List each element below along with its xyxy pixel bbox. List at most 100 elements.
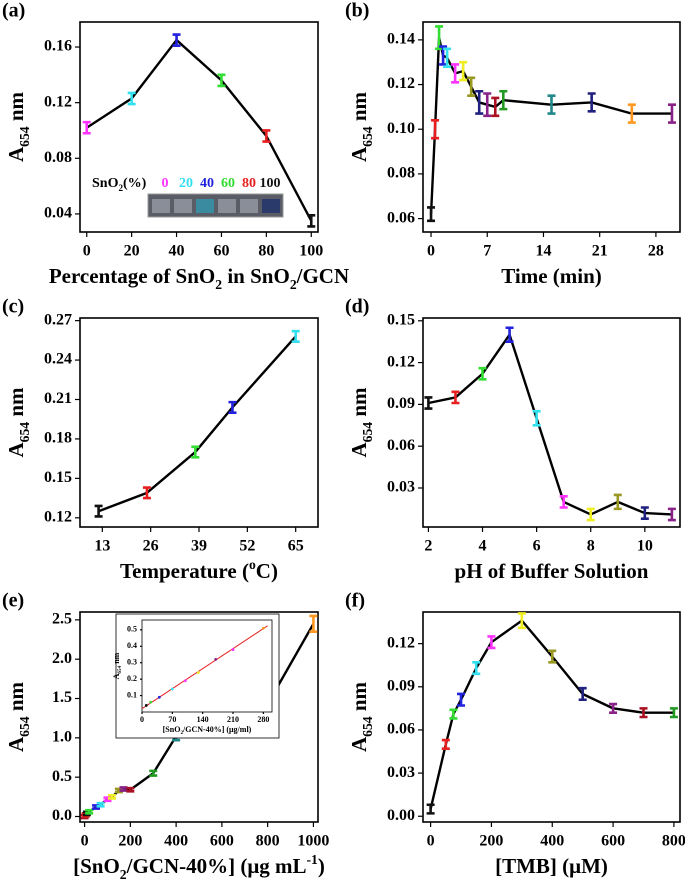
- error-bar: [499, 89, 508, 111]
- x-tick-label: 10: [637, 538, 653, 555]
- x-tick-label: 80: [258, 243, 274, 260]
- data-line: [86, 38, 313, 222]
- script-part: 654: [117, 665, 123, 673]
- x-axis-label: Time (min): [501, 264, 602, 288]
- y-tick-label: 0.04: [44, 205, 72, 222]
- plot-frame: [141, 619, 273, 713]
- text-part: C): [256, 559, 278, 583]
- y-tick-label: 0.03: [387, 479, 415, 496]
- y-tick-label: 0.12: [387, 634, 415, 651]
- cuvette: [196, 199, 214, 213]
- x-tick-label: 800: [662, 833, 685, 850]
- inset-bg: [115, 613, 280, 739]
- error-bar: [119, 786, 128, 792]
- x-tick-label: 200: [479, 833, 503, 850]
- script-part: 654: [17, 126, 32, 147]
- x-tick-label: 28: [648, 243, 664, 260]
- data-line: [428, 333, 672, 516]
- error-bar: [669, 707, 678, 719]
- x-tick-label: 26: [143, 538, 159, 555]
- cuvette: [262, 199, 280, 213]
- error-bar: [451, 390, 460, 405]
- x-axis-label: [TMB] (μM): [495, 854, 608, 878]
- script-part: 654: [360, 422, 375, 443]
- error-bar: [426, 803, 435, 815]
- x-tick-label: 800: [256, 833, 280, 850]
- error-bar: [613, 493, 622, 511]
- y-tick-label: 0.2: [127, 674, 137, 683]
- text-part: A: [4, 736, 28, 752]
- x-tick-label: 13: [94, 538, 110, 555]
- error-bar: [472, 661, 481, 676]
- inset-point: [261, 626, 265, 630]
- script-part: 654: [17, 422, 32, 443]
- data-line: [98, 335, 297, 513]
- x-tick-label: 7: [483, 243, 491, 260]
- inset-label: 80: [242, 176, 256, 191]
- error-bar: [505, 326, 514, 343]
- script-part: 2: [180, 730, 183, 736]
- error-bar: [82, 120, 91, 135]
- text-part: A: [347, 146, 371, 162]
- text-part: nm: [112, 652, 121, 665]
- x-tick-label: 20: [124, 243, 140, 260]
- y-tick-label: 0.10: [387, 120, 415, 137]
- error-bar: [126, 786, 135, 793]
- error-bar: [149, 769, 158, 777]
- panel-label: (f): [345, 590, 365, 612]
- x-tick-label: 1000: [297, 833, 329, 850]
- error-bar: [609, 702, 618, 714]
- cuvette: [174, 199, 192, 213]
- script-part: 2: [290, 277, 297, 292]
- y-tick-label: 0.06: [387, 209, 415, 226]
- inset-point: [196, 671, 200, 674]
- text-part: A: [347, 736, 371, 752]
- y-tick-label: 0.24: [44, 351, 72, 368]
- inset-label: 0: [162, 176, 169, 191]
- x-tick-label: 600: [210, 833, 234, 850]
- error-bar: [262, 129, 271, 143]
- y-tick-label: 0.14: [387, 31, 415, 48]
- x-tick-label: 140: [197, 715, 209, 724]
- y-tick-label: 0.08: [44, 149, 72, 166]
- inset-y-label: A654​ nm: [112, 652, 123, 679]
- error-bar: [459, 60, 468, 82]
- y-tick-label: 0.09: [387, 395, 415, 412]
- plot-frame: [79, 21, 319, 233]
- inset-point: [170, 687, 174, 691]
- error-bar: [467, 76, 476, 98]
- text-part: Time (min): [501, 264, 602, 288]
- error-bar: [548, 649, 557, 664]
- x-tick-label: 0: [427, 243, 435, 260]
- text-part: A: [112, 673, 121, 679]
- text-part: nm: [347, 91, 371, 126]
- error-bar: [443, 47, 452, 68]
- script-part: 2: [215, 277, 222, 292]
- inset-point: [144, 704, 148, 707]
- cuvette: [152, 199, 170, 213]
- x-axis-label: Temperature (o​C): [120, 557, 278, 583]
- y-tick-label: 0.12: [387, 353, 415, 370]
- error-bar: [85, 808, 94, 815]
- panel-label: (b): [345, 0, 369, 22]
- error-bar: [457, 692, 466, 707]
- y-axis-label: A654​ nm: [4, 91, 32, 162]
- x-tick-label: 52: [239, 538, 255, 555]
- x-tick-label: 0: [427, 833, 435, 850]
- error-bar: [483, 92, 492, 118]
- y-tick-label: 1.0: [52, 729, 72, 746]
- error-bar: [491, 96, 500, 118]
- y-tick-label: 0.1: [127, 690, 137, 699]
- y-tick-label: 0.15: [44, 469, 72, 486]
- text-part: nm: [4, 387, 28, 422]
- text-part: nm: [4, 91, 28, 126]
- x-axis-label: Percentage of SnO2​ in SnO2​/GCN: [49, 264, 349, 292]
- x-tick-label: 39: [191, 538, 207, 555]
- data-line: [429, 619, 674, 810]
- x-tick-label: 280: [257, 715, 269, 724]
- error-bar: [487, 635, 496, 650]
- y-tick-label: 2.5: [52, 611, 72, 628]
- y-tick-label: 0.12: [44, 93, 72, 110]
- x-tick-label: 6: [533, 538, 541, 555]
- error-bar: [517, 612, 526, 630]
